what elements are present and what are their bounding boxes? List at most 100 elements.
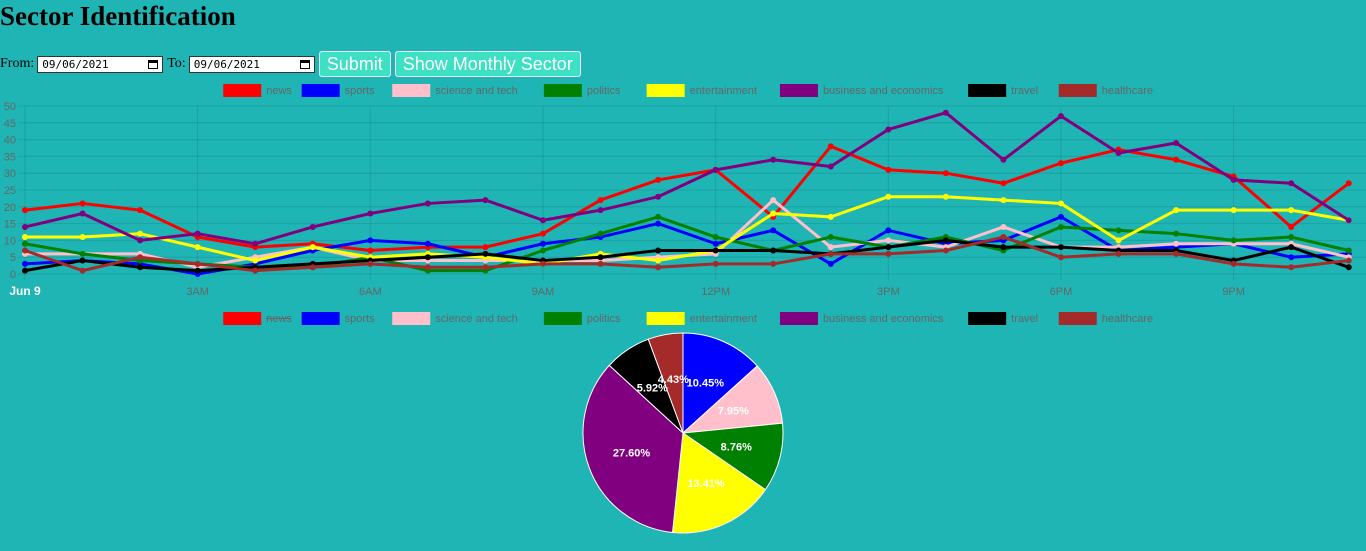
data-point[interactable] <box>1345 180 1352 187</box>
data-point[interactable] <box>885 227 892 234</box>
data-point[interactable] <box>1173 250 1180 257</box>
data-point[interactable] <box>79 267 86 274</box>
data-point[interactable] <box>655 193 662 200</box>
data-point[interactable] <box>655 257 662 264</box>
data-point[interactable] <box>252 257 259 264</box>
to-date-input[interactable]: 09/06/2021 <box>188 55 315 73</box>
data-point[interactable] <box>712 166 719 173</box>
data-point[interactable] <box>597 207 604 214</box>
legend-item-business-and-economics[interactable]: business and economics <box>779 312 944 325</box>
data-point[interactable] <box>1288 254 1295 261</box>
data-point[interactable] <box>482 250 489 257</box>
data-point[interactable] <box>1057 254 1064 261</box>
data-point[interactable] <box>770 247 777 254</box>
data-point[interactable] <box>885 244 892 251</box>
data-point[interactable] <box>597 254 604 261</box>
data-point[interactable] <box>770 260 777 267</box>
data-point[interactable] <box>827 260 834 267</box>
data-point[interactable] <box>137 254 144 261</box>
pie-slice-sports[interactable] <box>682 332 758 435</box>
data-point[interactable] <box>22 223 28 230</box>
data-point[interactable] <box>1173 240 1180 247</box>
data-point[interactable] <box>1345 247 1352 254</box>
legend-item-sports[interactable]: sports <box>301 84 375 97</box>
data-point[interactable] <box>1057 223 1064 230</box>
data-point[interactable] <box>1173 156 1180 163</box>
legend-item-entertainment[interactable]: entertainment <box>646 312 757 325</box>
data-point[interactable] <box>827 213 834 220</box>
data-point[interactable] <box>1057 113 1064 120</box>
data-point[interactable] <box>1115 150 1122 157</box>
data-point[interactable] <box>539 260 546 267</box>
data-point[interactable] <box>1000 223 1007 230</box>
data-point[interactable] <box>137 207 144 214</box>
data-point[interactable] <box>655 264 662 271</box>
data-point[interactable] <box>1345 257 1352 264</box>
legend-item-healthcare[interactable]: healthcare <box>1058 84 1153 97</box>
data-point[interactable] <box>942 170 949 177</box>
data-point[interactable] <box>655 176 662 183</box>
data-point[interactable] <box>1057 213 1064 220</box>
data-point[interactable] <box>367 210 374 217</box>
data-point[interactable] <box>1057 160 1064 167</box>
data-point[interactable] <box>482 264 489 271</box>
data-point[interactable] <box>597 230 604 237</box>
data-point[interactable] <box>252 267 259 274</box>
data-point[interactable] <box>655 247 662 254</box>
data-point[interactable] <box>1288 223 1295 230</box>
data-point[interactable] <box>1173 207 1180 214</box>
data-point[interactable] <box>309 264 316 271</box>
data-point[interactable] <box>22 247 28 254</box>
data-point[interactable] <box>770 210 777 217</box>
legend-item-science-and-tech[interactable]: science and tech <box>392 312 518 325</box>
data-point[interactable] <box>424 264 431 271</box>
data-point[interactable] <box>79 234 86 241</box>
data-point[interactable] <box>22 234 28 241</box>
data-point[interactable] <box>482 197 489 204</box>
data-point[interactable] <box>1057 200 1064 207</box>
data-point[interactable] <box>1115 227 1122 234</box>
pie-slice-politics[interactable] <box>681 422 784 491</box>
data-point[interactable] <box>885 193 892 200</box>
data-point[interactable] <box>942 237 949 244</box>
data-point[interactable] <box>252 240 259 247</box>
data-point[interactable] <box>22 207 28 214</box>
data-point[interactable] <box>1000 244 1007 251</box>
data-point[interactable] <box>770 156 777 163</box>
pie-slice-business-and-economics[interactable] <box>582 364 684 534</box>
data-point[interactable] <box>1345 264 1352 271</box>
data-point[interactable] <box>1288 244 1295 251</box>
data-point[interactable] <box>942 247 949 254</box>
data-point[interactable] <box>1000 234 1007 241</box>
data-point[interactable] <box>367 260 374 267</box>
show-monthly-sector-button[interactable]: Show Monthly Sector <box>394 51 581 77</box>
data-point[interactable] <box>1345 217 1352 224</box>
data-point[interactable] <box>827 234 834 241</box>
data-point[interactable] <box>712 260 719 267</box>
legend-item-politics[interactable]: politics <box>543 312 621 325</box>
data-point[interactable] <box>1288 180 1295 187</box>
data-point[interactable] <box>597 197 604 204</box>
data-point[interactable] <box>539 247 546 254</box>
data-point[interactable] <box>137 237 144 244</box>
data-point[interactable] <box>1000 180 1007 187</box>
legend-item-business-and-economics[interactable]: business and economics <box>779 84 944 97</box>
data-point[interactable] <box>827 250 834 257</box>
data-point[interactable] <box>1000 197 1007 204</box>
data-point[interactable] <box>137 230 144 237</box>
calendar-icon[interactable] <box>148 59 159 69</box>
data-point[interactable] <box>22 240 28 247</box>
calendar-icon[interactable] <box>299 59 310 69</box>
data-point[interactable] <box>827 143 834 150</box>
data-point[interactable] <box>1115 237 1122 244</box>
data-point[interactable] <box>712 234 719 241</box>
data-point[interactable] <box>827 244 834 251</box>
data-point[interactable] <box>712 247 719 254</box>
data-point[interactable] <box>79 250 86 257</box>
legend-item-news[interactable]: news <box>223 84 292 97</box>
data-point[interactable] <box>885 237 892 244</box>
data-point[interactable] <box>367 237 374 244</box>
data-point[interactable] <box>942 109 949 116</box>
data-point[interactable] <box>79 200 86 207</box>
data-point[interactable] <box>597 260 604 267</box>
